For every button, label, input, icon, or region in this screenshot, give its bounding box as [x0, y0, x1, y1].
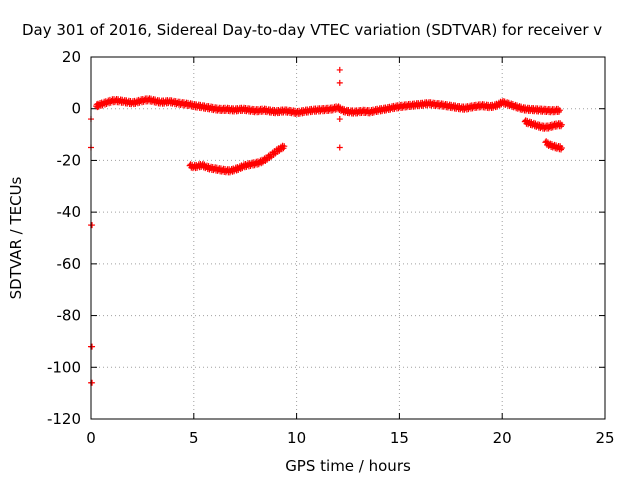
- x-tick-label: 0: [86, 429, 96, 447]
- data-point: [558, 145, 565, 152]
- y-tick-label: 20: [62, 48, 81, 66]
- data-point: [281, 143, 288, 150]
- outlier-point: [89, 343, 96, 350]
- outlier-point: [89, 222, 96, 229]
- y-tick-label: -80: [57, 307, 82, 325]
- y-tick-label: -20: [57, 151, 82, 169]
- outlier-point: [89, 379, 96, 386]
- outlier-point: [336, 116, 343, 123]
- grid-lines: [91, 57, 605, 419]
- x-axis-title: GPS time / hours: [285, 457, 411, 475]
- y-tick-label: -100: [47, 358, 81, 376]
- y-axis-ticks: 20 0 -20 -40 -60 -80 -100 -120: [47, 48, 605, 428]
- outlier-point: [336, 66, 343, 73]
- y-tick-label: -60: [57, 255, 82, 273]
- x-tick-label: 15: [390, 429, 409, 447]
- data-point: [556, 107, 563, 114]
- x-axis-ticks: 0 5 10 15 20 25: [86, 57, 615, 447]
- x-tick-label: 5: [189, 429, 199, 447]
- y-axis-title: SDTVAR / TECUs: [7, 176, 25, 299]
- outlier-point: [336, 144, 343, 151]
- outlier-point: [336, 79, 343, 86]
- y-tick-label: -40: [57, 203, 82, 221]
- chart-title: Day 301 of 2016, Sidereal Day-to-day VTE…: [22, 21, 602, 39]
- plot-frame: [90, 56, 606, 420]
- y-tick-label: -120: [47, 410, 81, 428]
- y-tick-label: 0: [71, 100, 81, 118]
- data-points: [88, 66, 565, 386]
- x-tick-label: 20: [493, 429, 512, 447]
- x-tick-label: 10: [287, 429, 306, 447]
- x-tick-label: 25: [595, 429, 614, 447]
- data-point: [558, 121, 565, 128]
